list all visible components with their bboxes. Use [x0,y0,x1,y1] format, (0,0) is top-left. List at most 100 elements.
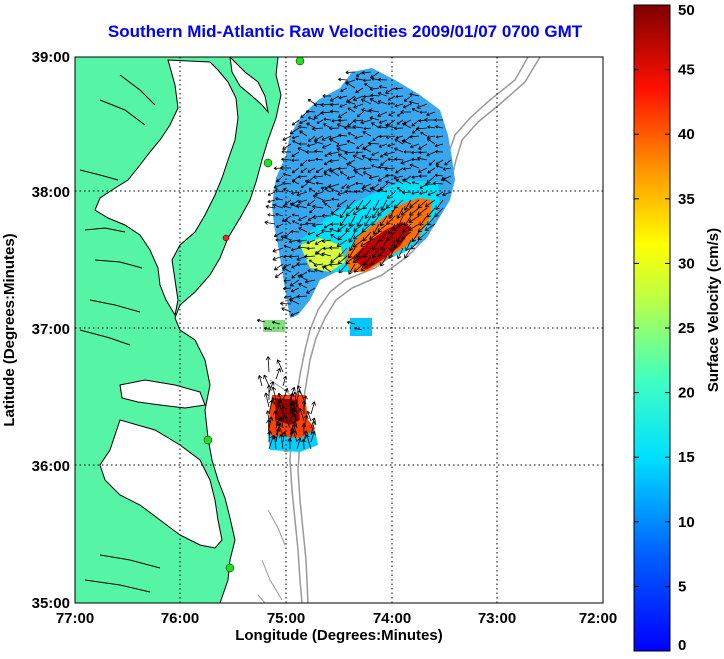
velocity-arrow [282,135,292,141]
velocity-arrow [428,159,436,166]
velocity-arrow [419,110,428,114]
pamlico-sound [99,419,223,549]
velocity-arrow [401,139,412,145]
velocity-arrow [368,157,380,162]
velocity-arrow [281,431,287,443]
velocity-arrow [355,77,364,81]
velocity-arrow [400,159,412,165]
velocity-arrow [291,213,300,217]
velocity-arrow [305,434,312,450]
velocity-arrow [331,197,340,201]
velocity-arrow [292,220,300,225]
velocity-arrow [360,119,372,125]
velocity-arrow [275,223,284,228]
velocity-arrow [370,93,380,98]
velocity-arrow [403,95,412,102]
velocity-arrow [322,94,332,98]
velocity-arrow [395,94,404,99]
velocity-arrow [296,437,302,450]
velocity-arrow [337,153,348,161]
velocity-arrow [352,118,364,123]
velocity-arrow [273,410,278,422]
velocity-arrow [307,116,316,121]
velocity-arrow [393,239,404,248]
velocity-arrow [346,175,356,180]
velocity-arrow [314,149,324,154]
x-tick-label: 73:00 [478,610,516,627]
velocity-arrow [380,159,388,166]
velocity-arrow [356,215,364,227]
velocity-arrow [346,320,356,325]
velocity-arrow [364,83,372,89]
velocity-arrow [291,151,300,158]
velocity-arrow [329,138,340,145]
colorbar-tick-label: 20 [678,385,695,402]
velocity-arrow [416,103,428,109]
velocity-arrow [290,247,300,252]
velocity-arrow [296,191,308,197]
velocity-arrow [380,239,388,251]
velocity-arrow [264,220,276,225]
velocity-arrow [321,213,332,218]
velocity-arrow [364,215,372,227]
velocity-arrow [426,138,436,145]
velocity-arrow [345,70,356,75]
velocity-arrow [282,172,292,177]
velocity-arrow [369,98,380,105]
velocity-arrow [408,223,420,231]
velocity-arrow [307,199,316,206]
velocity-arrow [306,287,316,294]
velocity-arrow [354,170,364,177]
colorbar-tick-label: 35 [678,191,695,208]
velocity-arrow [378,125,388,129]
velocity-arrow [330,102,340,107]
velocity-arrow [292,413,298,429]
velocity-arrow [361,70,372,75]
velocity-arrow [267,199,276,204]
y-tick-label: 36:00 [32,458,70,475]
velocity-arrow [272,435,278,450]
velocity-arrow [386,191,396,199]
albemarle-sound [119,379,206,409]
velocity-arrow [297,238,308,244]
velocity-arrow [312,214,324,220]
velocity-arrow [300,167,308,173]
velocity-arrow [321,228,332,233]
y-tick-label: 39:00 [32,49,70,66]
velocity-arrow [347,132,356,137]
velocity-arrow [377,99,388,105]
velocity-arrow [316,251,324,257]
velocity-arrow [426,111,436,117]
velocity-arrow [377,207,388,216]
velocity-arrow [371,247,380,259]
grid-lines [75,57,603,603]
velocity-arrow [387,102,396,106]
velocity-arrow [348,215,356,227]
velocity-arrow [300,183,308,189]
velocity-arrow [291,400,298,415]
velocity-arrow [287,437,293,450]
velocity-arrow [301,438,306,450]
velocity-arrow [394,138,404,145]
velocity-arrow [442,191,452,197]
velocity-arrow [281,405,286,422]
velocity-arrow [378,85,388,89]
velocity-arrow [442,167,452,171]
velocity-arrow [363,127,372,131]
velocity-arrow [298,227,308,233]
station-marker [222,234,230,242]
velocity-arrow [296,261,308,267]
colorbar-tick-label: 40 [678,126,695,143]
velocity-arrow [321,199,332,204]
velocity-arrow [289,279,300,287]
velocity-arrow [275,238,284,242]
velocity-arrow [313,263,324,268]
velocity-arrow [315,231,324,237]
velocity-arrow [290,287,300,293]
velocity-arrow [371,151,380,156]
velocity-arrow [291,167,300,174]
velocity-arrow [402,103,412,109]
velocity-arrow [279,416,284,429]
velocity-arrow [346,162,356,169]
